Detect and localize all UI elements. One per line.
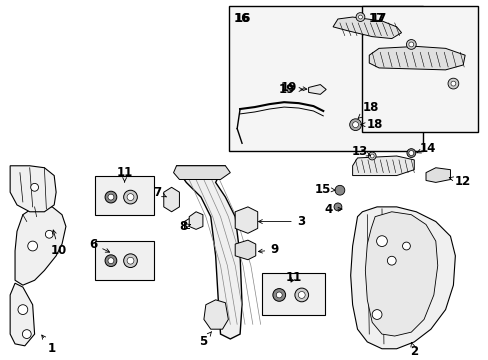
Circle shape: [294, 288, 308, 302]
Circle shape: [272, 289, 285, 301]
Circle shape: [408, 42, 413, 47]
Polygon shape: [163, 187, 179, 212]
Circle shape: [276, 292, 282, 298]
Circle shape: [367, 152, 375, 160]
Circle shape: [352, 122, 358, 127]
Polygon shape: [350, 207, 454, 349]
Text: 8: 8: [179, 220, 190, 233]
Text: 18: 18: [360, 118, 383, 131]
Circle shape: [123, 190, 137, 204]
Polygon shape: [332, 17, 401, 39]
Text: 12: 12: [448, 175, 470, 188]
Polygon shape: [425, 168, 449, 183]
Circle shape: [127, 194, 134, 201]
Text: 19: 19: [280, 81, 306, 94]
Circle shape: [447, 78, 458, 89]
Text: 2: 2: [409, 342, 417, 358]
Circle shape: [358, 15, 362, 19]
Polygon shape: [352, 156, 413, 176]
Polygon shape: [10, 166, 56, 212]
Circle shape: [22, 330, 31, 338]
Circle shape: [369, 154, 373, 158]
Circle shape: [105, 191, 117, 203]
Polygon shape: [189, 212, 203, 229]
Text: 10: 10: [51, 230, 67, 257]
Bar: [229, 6, 422, 151]
Polygon shape: [15, 207, 66, 285]
Circle shape: [123, 254, 137, 267]
Polygon shape: [235, 240, 255, 260]
Text: 11: 11: [285, 271, 302, 284]
Polygon shape: [235, 207, 257, 233]
Circle shape: [355, 13, 364, 22]
Polygon shape: [203, 300, 228, 329]
Polygon shape: [10, 283, 35, 346]
Circle shape: [334, 185, 344, 195]
Circle shape: [450, 81, 455, 86]
Text: 14: 14: [416, 142, 435, 155]
Polygon shape: [308, 85, 325, 94]
Polygon shape: [368, 46, 464, 70]
Circle shape: [105, 255, 117, 266]
Text: 16: 16: [233, 12, 250, 24]
Text: 9: 9: [258, 243, 278, 256]
Circle shape: [18, 305, 28, 315]
Circle shape: [349, 119, 361, 131]
Circle shape: [333, 203, 341, 211]
Circle shape: [298, 292, 305, 298]
Polygon shape: [173, 166, 230, 180]
Text: 1: 1: [41, 335, 56, 355]
Text: 11: 11: [116, 166, 132, 182]
Text: 5: 5: [199, 332, 211, 348]
Text: 18: 18: [357, 100, 379, 118]
Bar: [95, 176, 154, 215]
Circle shape: [371, 310, 381, 319]
Bar: [95, 241, 154, 280]
Text: 13: 13: [351, 145, 370, 158]
Circle shape: [31, 183, 39, 191]
Circle shape: [45, 230, 53, 238]
Bar: [362, 6, 477, 131]
Text: 17: 17: [370, 12, 386, 24]
Circle shape: [406, 149, 415, 157]
Circle shape: [406, 40, 415, 49]
Circle shape: [28, 241, 38, 251]
Polygon shape: [176, 166, 242, 339]
Circle shape: [402, 242, 409, 250]
Circle shape: [376, 236, 386, 247]
Text: 3: 3: [258, 215, 304, 228]
Text: 7: 7: [153, 186, 166, 199]
Circle shape: [108, 258, 114, 264]
Bar: [261, 273, 325, 315]
Text: 6: 6: [89, 238, 109, 252]
Text: 15: 15: [314, 183, 334, 196]
Circle shape: [386, 256, 395, 265]
Text: 19: 19: [278, 83, 302, 96]
Polygon shape: [365, 212, 437, 336]
Circle shape: [408, 150, 413, 156]
Text: 16: 16: [234, 12, 251, 24]
Circle shape: [108, 194, 114, 200]
Text: 17: 17: [368, 12, 385, 24]
Circle shape: [127, 257, 134, 264]
Text: 4: 4: [324, 203, 342, 216]
